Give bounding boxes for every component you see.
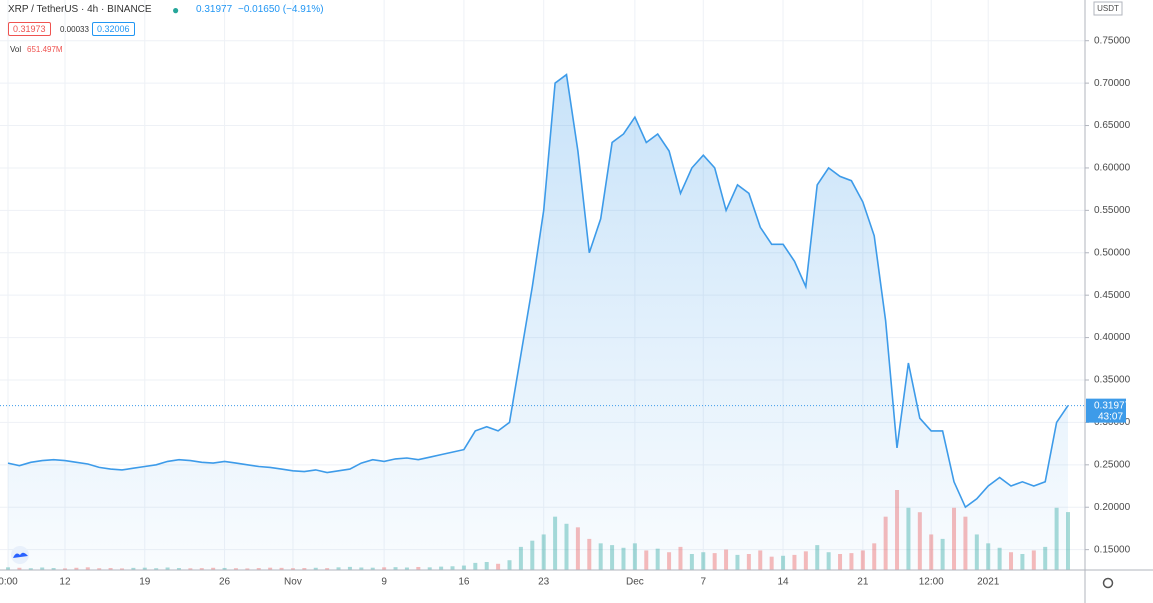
countdown: 43:07 (1098, 411, 1123, 422)
x-tick-label: Nov (284, 577, 302, 588)
bid[interactable]: 0.31973 (8, 22, 51, 36)
x-tick-label: 12 (59, 577, 71, 588)
y-tick-label: 0.40000 (1094, 332, 1131, 343)
y-tick-label: 0.25000 (1094, 459, 1131, 470)
x-tick-label: 9 (381, 577, 387, 588)
x-tick-label: 14 (777, 577, 789, 588)
x-tick-label: Dec (626, 577, 644, 588)
status-dot: ● (172, 3, 180, 17)
last-price-label: 0.31977 (1094, 400, 1131, 411)
y-tick-label: 0.45000 (1094, 290, 1131, 301)
y-tick-label: 0.65000 (1094, 120, 1131, 131)
y-tick-label: 0.15000 (1094, 544, 1131, 555)
x-tick-label: 2021 (977, 577, 1000, 588)
spread: 0.00033 (60, 25, 89, 34)
vol-label: Vol (10, 45, 22, 54)
price-line (7, 73, 1069, 509)
x-tick-label: 7 (700, 577, 706, 588)
x-tick-label: 16 (458, 577, 470, 588)
y-tick-label: 0.50000 (1094, 247, 1131, 258)
x-tick-label: 21 (857, 577, 869, 588)
symbol: XRP / TetherUS · 4h · BINANCE (8, 4, 152, 15)
x-tick-label: 19 (139, 577, 151, 588)
y-tick-label: 0.20000 (1094, 502, 1131, 513)
vol-value: 651.497M (27, 45, 63, 54)
y-tick-label: 0.75000 (1094, 35, 1131, 46)
x-tick-label: 0:00 (0, 577, 18, 588)
x-tick-label: 12:00 (919, 577, 944, 588)
x-tick-label: 23 (538, 577, 550, 588)
logo-mark (13, 552, 28, 558)
y-tick-label: 0.60000 (1094, 163, 1131, 174)
y-tick-label: 0.35000 (1094, 375, 1131, 386)
y-tick-label: 0.70000 (1094, 78, 1131, 89)
price-area (8, 74, 1068, 570)
last-price-box (1086, 398, 1126, 423)
price: 0.31977 (196, 4, 233, 15)
y-tick-label: 0.55000 (1094, 205, 1131, 216)
currency-box[interactable] (1093, 1, 1123, 16)
ask[interactable]: 0.32006 (92, 22, 135, 36)
change: −0.01650 (−4.91%) (238, 4, 324, 15)
settings-icon[interactable] (1102, 577, 1114, 589)
currency: USDT (1097, 4, 1119, 13)
x-tick-label: 26 (219, 577, 231, 588)
